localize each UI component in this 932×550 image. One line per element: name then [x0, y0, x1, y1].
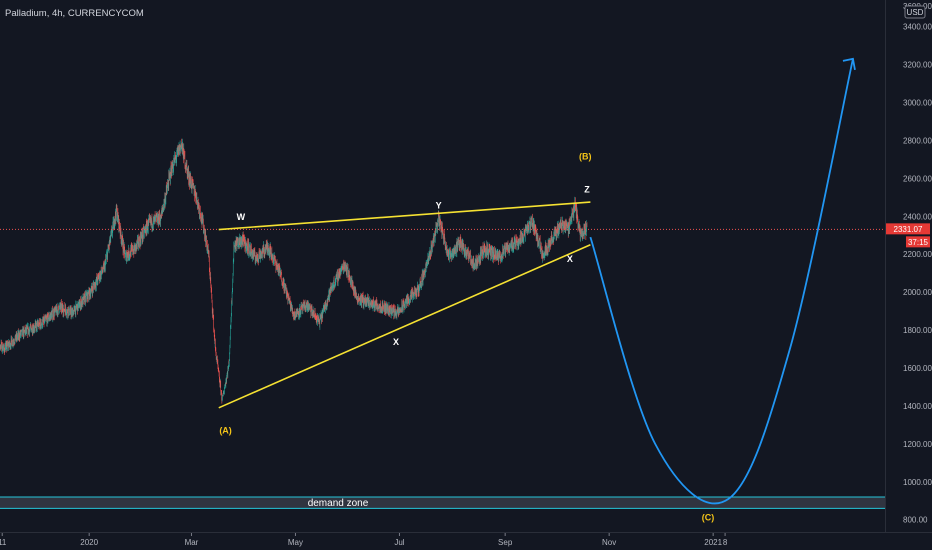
price-tick-label: 2200.00	[903, 250, 932, 259]
time-tick-label: 11	[0, 538, 7, 547]
wave-label: (B)	[579, 151, 592, 161]
projection-curve	[589, 58, 854, 505]
price-tick-label: 3000.00	[903, 98, 932, 107]
wave-label: W	[237, 212, 246, 222]
last-price-badge: 2331.07 37:15	[886, 223, 930, 248]
price-tick-label: 2800.00	[903, 136, 932, 145]
time-tick-label: Mar	[185, 538, 199, 547]
wave-label: Z	[584, 185, 590, 195]
price-tick-label: 800.00	[903, 516, 928, 525]
price-tick-label: 1400.00	[903, 402, 932, 411]
last-price-value: 2331.07	[894, 225, 923, 234]
time-tick-label: 8	[723, 538, 728, 547]
wave-label: X	[393, 337, 399, 347]
time-tick-label: Nov	[602, 538, 616, 547]
wave-label: (C)	[702, 513, 715, 523]
time-tick-label: Sep	[498, 538, 513, 547]
currency-badge[interactable]: USD	[904, 5, 926, 19]
wave-label: X	[567, 254, 573, 264]
price-tick-label: 2600.00	[903, 174, 932, 183]
projection-arrowhead	[842, 57, 856, 71]
demand-zone	[0, 496, 885, 509]
price-tick-label: 1200.00	[903, 440, 932, 449]
time-tick-label: 2021	[704, 538, 722, 547]
time-tick-label: May	[288, 538, 303, 547]
bar-countdown: 37:15	[908, 238, 929, 247]
time-tick-label: 2020	[80, 538, 98, 547]
price-tick-label: 3400.00	[903, 23, 932, 32]
triangle-lower-trendline	[218, 243, 591, 409]
wave-label: (A)	[219, 425, 232, 435]
price-tick-label: 1000.00	[903, 478, 932, 487]
currency-label: USD	[907, 8, 924, 17]
demand-zone-label: demand zone	[308, 498, 369, 509]
wave-label: Y	[436, 201, 442, 211]
time-tick-label: Jul	[394, 538, 404, 547]
chart-title: Palladium, 4h, CURRENCYCOM	[5, 8, 144, 19]
price-tick-label: 2000.00	[903, 288, 932, 297]
price-tick-label: 1600.00	[903, 364, 932, 373]
price-tick-label: 3200.00	[903, 61, 932, 70]
price-tick-label: 2400.00	[903, 212, 932, 221]
triangle-upper-trendline	[218, 201, 591, 231]
price-tick-label: 1800.00	[903, 326, 932, 335]
